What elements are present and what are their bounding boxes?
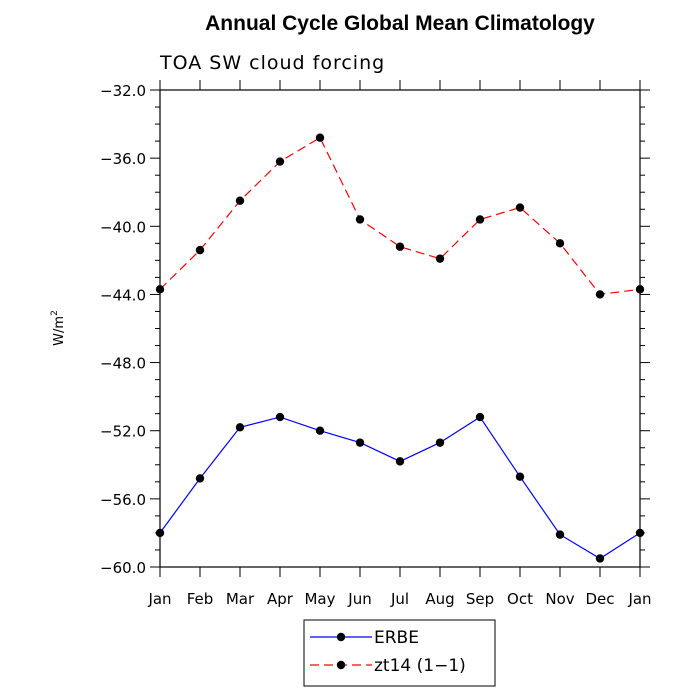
series-line	[159, 136, 641, 296]
y-tick-label: −36.0	[100, 150, 146, 168]
x-tick-label: Jan	[147, 590, 171, 608]
legend-box	[303, 619, 496, 687]
data-point	[595, 554, 605, 563]
data-point	[195, 245, 205, 255]
x-tick-label: Jun	[347, 590, 371, 608]
data-point	[635, 528, 645, 538]
y-axis-ticks	[150, 89, 650, 568]
x-tick-label: Oct	[507, 590, 533, 608]
series-layer	[155, 133, 645, 563]
data-point	[555, 530, 565, 539]
x-axis-tick-labels: Jan Feb Mar Apr May Jun Jul Aug Sep Oct Nov Dec Jan	[147, 590, 651, 608]
y-axis-label: W/m2	[50, 310, 67, 346]
data-point	[515, 203, 525, 212]
data-point	[235, 196, 245, 205]
data-point	[395, 457, 405, 466]
data-point	[555, 239, 565, 248]
chart-subtitle: TOA SW cloud forcing	[159, 52, 385, 74]
x-axis-ticks	[159, 80, 641, 577]
y-axis-label-text: W/m	[52, 316, 67, 346]
y-tick-label: −40.0	[100, 218, 146, 236]
y-axis-tick-labels: −32.0 −36.0 −40.0 −44.0 −48.0 −52.0 −56.0 −60.0	[100, 82, 146, 577]
data-point	[315, 133, 325, 142]
x-tick-label: Nov	[545, 590, 574, 608]
legend-label: ERBE	[374, 628, 419, 648]
data-point	[155, 528, 165, 538]
series-line	[159, 416, 641, 560]
x-tick-label: Apr	[267, 590, 294, 608]
data-point	[355, 215, 365, 224]
data-point	[275, 157, 285, 166]
x-tick-label: Sep	[466, 590, 494, 608]
data-point	[635, 285, 645, 294]
data-point	[475, 412, 485, 422]
data-point	[155, 285, 165, 294]
legend-marker	[336, 632, 346, 642]
y-tick-label: −48.0	[100, 355, 146, 373]
legend-label: zt14 (1−1)	[374, 656, 466, 676]
data-point	[515, 472, 525, 481]
data-point	[275, 412, 285, 422]
x-tick-label: Jan	[627, 590, 651, 608]
x-tick-label: May	[304, 590, 335, 608]
plot-frame	[159, 89, 641, 568]
data-point	[395, 242, 405, 251]
data-point	[595, 290, 605, 299]
data-point	[235, 423, 245, 432]
legend: ERBE zt14 (1−1)	[303, 619, 496, 687]
y-tick-label: −56.0	[100, 491, 146, 509]
x-tick-label: Feb	[187, 590, 214, 608]
series-2	[155, 133, 645, 299]
x-tick-label: Dec	[585, 590, 614, 608]
y-axis-label-superscript: 2	[50, 310, 60, 316]
data-point	[315, 426, 325, 435]
y-tick-label: −60.0	[100, 559, 146, 577]
y-tick-label: −44.0	[100, 286, 146, 304]
data-point	[435, 254, 445, 263]
x-tick-label: Mar	[226, 590, 255, 608]
x-tick-label: Jul	[390, 590, 409, 608]
y-tick-label: −32.0	[100, 82, 146, 100]
data-point	[355, 438, 365, 447]
series-1	[155, 412, 645, 563]
chart-title: Annual Cycle Global Mean Climatology	[205, 12, 595, 35]
data-point	[475, 215, 485, 224]
legend-marker	[336, 660, 346, 670]
data-point	[195, 474, 205, 483]
y-tick-label: −52.0	[100, 423, 146, 441]
x-tick-label: Aug	[425, 590, 454, 608]
data-point	[435, 438, 445, 447]
